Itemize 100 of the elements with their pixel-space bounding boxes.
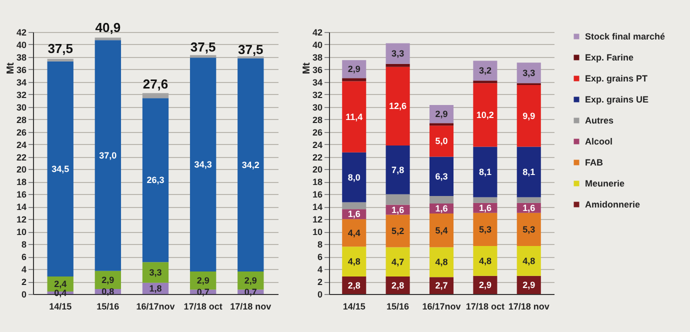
data-label: 4,8: [478, 256, 492, 266]
y-tick-label: 12: [16, 214, 26, 225]
y-tick-label: 6: [21, 252, 26, 262]
data-label: 4,8: [435, 257, 448, 268]
annotation: 37,5: [238, 42, 264, 58]
bar: [386, 146, 410, 194]
data-label: 2,9: [478, 280, 492, 290]
data-label: 37,0: [99, 150, 117, 161]
y-tick-label: 4: [21, 264, 26, 275]
bar: [386, 43, 410, 64]
legend-label: Alcool: [585, 136, 613, 146]
bar: [142, 98, 169, 262]
legend-label: Exp. grains UE: [585, 94, 649, 104]
x-tick-label: 15/16: [386, 302, 410, 312]
data-label: 3,3: [392, 48, 404, 59]
x-tick-label: 16/17nov: [136, 302, 175, 312]
annotation: 37,5: [190, 40, 216, 55]
bar: [516, 212, 541, 246]
bar: [473, 60, 498, 81]
data-label: 2,9: [102, 274, 114, 285]
bar: [342, 246, 366, 277]
x-tick-label: 17/18 oct: [184, 302, 222, 312]
legend-label: Exp. Farine: [585, 52, 634, 62]
y-tick-label: 0: [21, 290, 26, 300]
data-label: 1,6: [478, 202, 492, 213]
y-axis-title: Mt: [6, 62, 16, 74]
data-label: 12,6: [389, 101, 407, 112]
bar: [516, 146, 541, 198]
bar: [342, 78, 366, 82]
y-tick-label: 20: [312, 164, 322, 175]
y-tick-label: 38: [16, 52, 26, 62]
data-label: 8,0: [348, 172, 360, 182]
bar: [429, 214, 454, 248]
data-label: 0,4: [54, 288, 67, 298]
y-tick-label: 26: [16, 127, 26, 138]
y-tick-label: 10: [312, 227, 322, 238]
y-tick-label: 38: [312, 52, 322, 62]
bar: [47, 58, 74, 62]
data-label: 8,1: [478, 167, 492, 178]
data-label: 3,2: [478, 66, 492, 76]
y-tick-label: 42: [312, 28, 322, 38]
y-tick-label: 40: [312, 40, 322, 50]
data-label: 34,2: [242, 160, 260, 170]
data-label: 5,3: [478, 224, 492, 234]
y-tick-label: 40: [16, 40, 26, 50]
y-tick-label: 2: [317, 277, 322, 288]
y-tick-label: 34: [312, 77, 322, 88]
bar: [94, 38, 122, 40]
data-label: 2,9: [244, 276, 257, 286]
y-tick-label: 26: [312, 127, 322, 138]
bar: [386, 66, 410, 146]
y-tick-label: 22: [312, 152, 322, 162]
bar: [94, 40, 122, 271]
data-label: 2,9: [435, 109, 448, 120]
data-label: 26,3: [146, 175, 164, 186]
y-tick-label: 32: [312, 90, 322, 100]
x-tick-label: 17/18 oct: [466, 302, 504, 312]
bar: [473, 212, 498, 246]
data-label: 2,7: [435, 280, 448, 291]
data-label: 9,9: [522, 110, 536, 121]
annotation: 40,9: [95, 20, 121, 36]
annotation: 37,5: [48, 40, 74, 56]
legend-label: Exp. grains PT: [585, 74, 648, 84]
bar: [190, 58, 216, 272]
y-tick-label: 24: [16, 140, 26, 150]
bar: [386, 247, 410, 277]
bar: [473, 246, 498, 276]
data-label: 1,6: [348, 209, 360, 220]
y-tick-label: 30: [312, 102, 322, 112]
bar: [473, 146, 498, 198]
bar: [386, 214, 410, 248]
data-label: 1,6: [392, 204, 404, 215]
y-tick-label: 16: [16, 190, 26, 200]
data-label: 1,8: [149, 283, 162, 294]
data-label: 10,2: [476, 110, 494, 120]
y-tick-label: 18: [16, 177, 26, 188]
data-label: 5,4: [435, 225, 448, 236]
legend-label: Amidonnerie: [585, 200, 640, 210]
legend-label: FAB: [585, 158, 604, 168]
bar: [473, 80, 498, 84]
bar: [190, 55, 216, 58]
bar: [516, 246, 541, 276]
y-tick-label: 10: [16, 227, 26, 238]
bar: [386, 64, 410, 67]
bar: [429, 247, 454, 278]
y-tick-label: 24: [312, 140, 322, 150]
y-tick-label: 42: [16, 28, 26, 38]
x-tick-label: 15/16: [96, 302, 120, 312]
y-tick-label: 20: [16, 164, 26, 175]
bar: [142, 262, 169, 283]
x-tick-label: 14/15: [342, 302, 366, 312]
data-label: 6,3: [435, 171, 448, 182]
legend-label: Stock final marché: [585, 32, 666, 42]
y-tick-label: 12: [312, 214, 322, 225]
y-tick-label: 22: [16, 152, 26, 162]
bar: [429, 126, 454, 157]
y-tick-label: 28: [16, 114, 26, 125]
bar: [342, 219, 366, 247]
bar: [429, 123, 454, 126]
annotation: 27,6: [142, 76, 168, 92]
